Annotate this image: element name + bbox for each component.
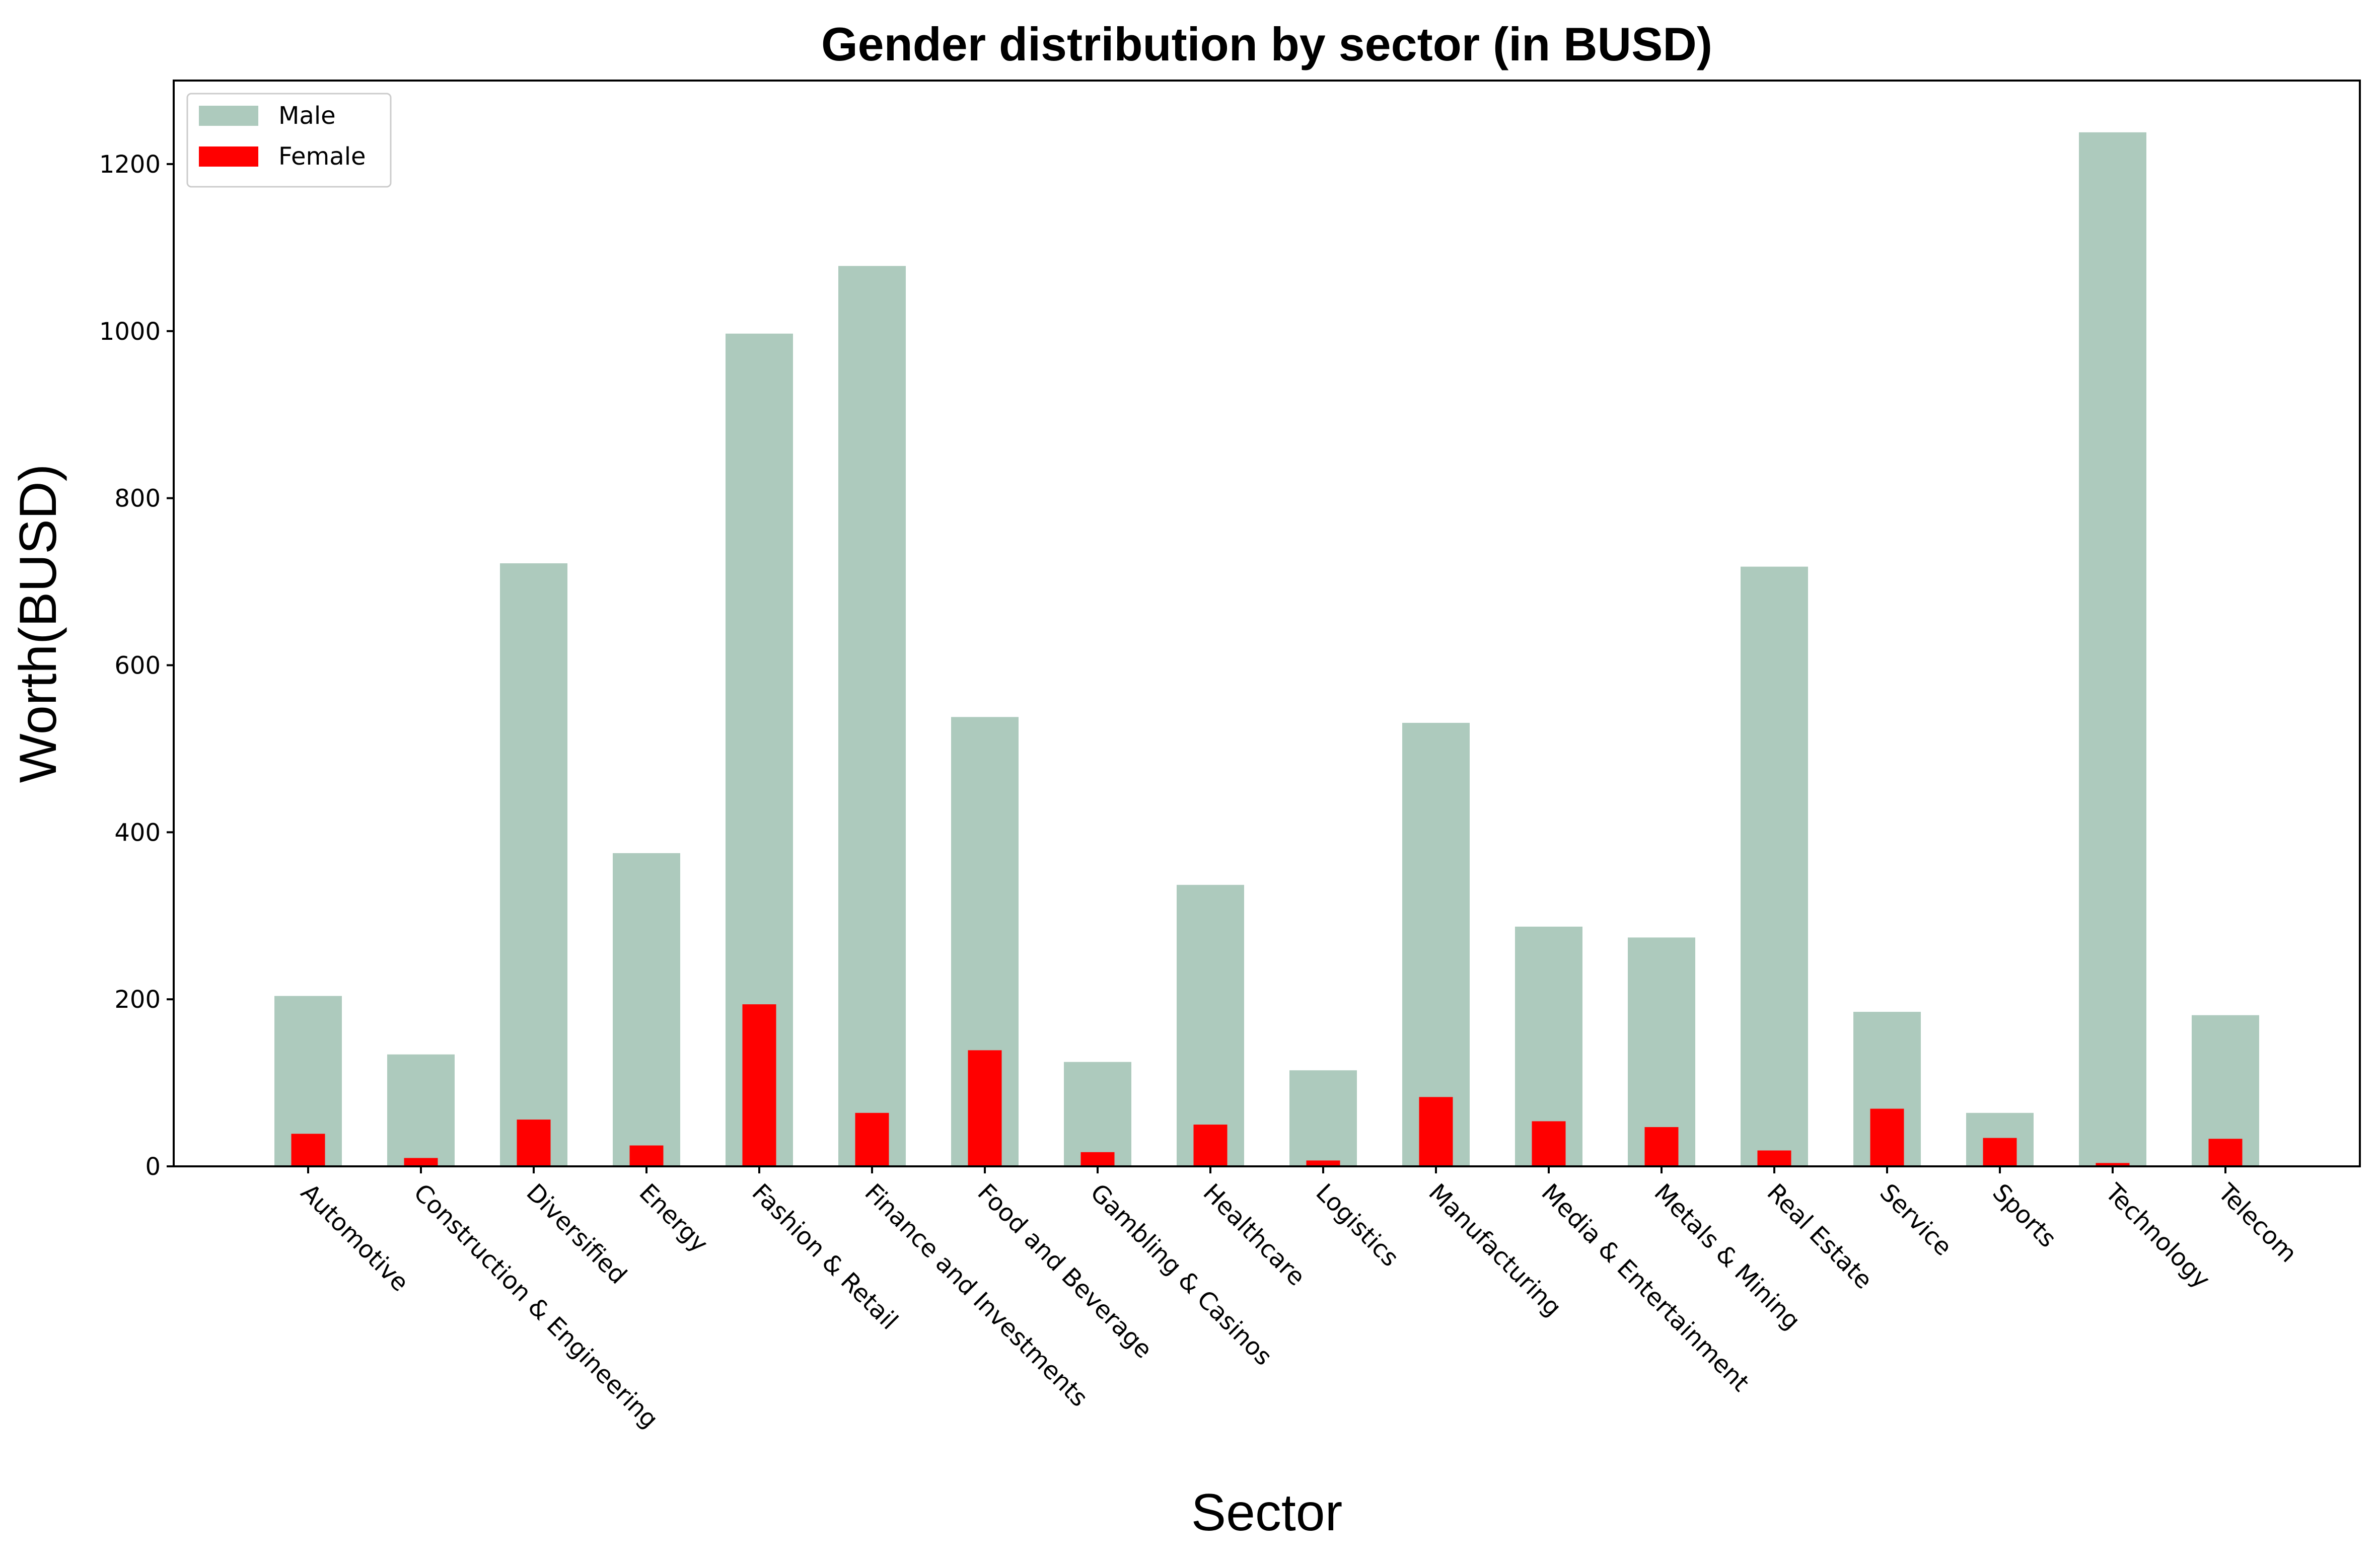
y-axis-title: Worth(BUSD): [9, 464, 67, 783]
female-bar-construction-and-engineering: [404, 1158, 438, 1166]
y-tick-label: 0: [145, 1153, 161, 1181]
plot-area-frame: [173, 80, 2361, 1167]
male-bar-diversified: [500, 563, 567, 1166]
legend-label-female: Female: [278, 142, 366, 171]
y-tick-label: 400: [114, 819, 161, 847]
y-tick-label: 1200: [99, 151, 161, 179]
legend-swatch-female: [199, 146, 258, 167]
male-bar-technology: [2079, 132, 2146, 1166]
female-bar-technology: [2096, 1163, 2130, 1166]
female-bar-fashion-and-retail: [742, 1004, 776, 1166]
female-bar-logistics: [1306, 1160, 1340, 1166]
legend-label-male: Male: [278, 102, 336, 130]
chart-title: Gender distribution by sector (in BUSD): [821, 18, 1712, 70]
female-bar-service: [1870, 1108, 1904, 1166]
female-bar-media-and-entertainment: [1532, 1121, 1566, 1166]
male-bar-manufacturing: [1402, 722, 1470, 1166]
y-axis: 0 200 400 600 800 1000 1200: [99, 151, 174, 1181]
female-bar-sports: [1983, 1138, 2017, 1166]
y-tick-label: 200: [114, 986, 161, 1014]
legend-swatch-male: [199, 106, 258, 126]
female-bar-metals-and-mining: [1644, 1127, 1679, 1166]
female-bar-manufacturing: [1419, 1097, 1453, 1166]
female-bar-gambling-and-casinos: [1080, 1152, 1115, 1166]
male-bar-healthcare: [1177, 884, 1244, 1166]
male-bar-energy: [613, 853, 680, 1166]
female-series: [291, 1004, 2243, 1166]
female-bar-real-estate: [1757, 1150, 1791, 1166]
legend: Male Female: [186, 93, 392, 188]
female-bar-healthcare: [1193, 1125, 1228, 1166]
male-bar-gambling-and-casinos: [1064, 1062, 1131, 1166]
female-bar-automotive: [291, 1134, 325, 1166]
female-bar-diversified: [517, 1120, 551, 1166]
y-tick-label: 600: [114, 651, 161, 680]
male-bar-construction-and-engineering: [387, 1054, 455, 1166]
female-bar-food-and-beverage: [968, 1050, 1002, 1166]
female-bar-energy: [629, 1145, 664, 1166]
male-bar-logistics: [1289, 1070, 1357, 1166]
male-bar-finance-and-investments: [838, 266, 906, 1166]
y-tick-label: 800: [114, 485, 161, 513]
male-bar-real-estate: [1741, 566, 1808, 1166]
x-axis-title: Sector: [1191, 1483, 1343, 1542]
female-bar-finance-and-investments: [855, 1112, 889, 1166]
female-bar-telecom: [2208, 1139, 2243, 1166]
y-tick-label: 1000: [99, 318, 161, 346]
